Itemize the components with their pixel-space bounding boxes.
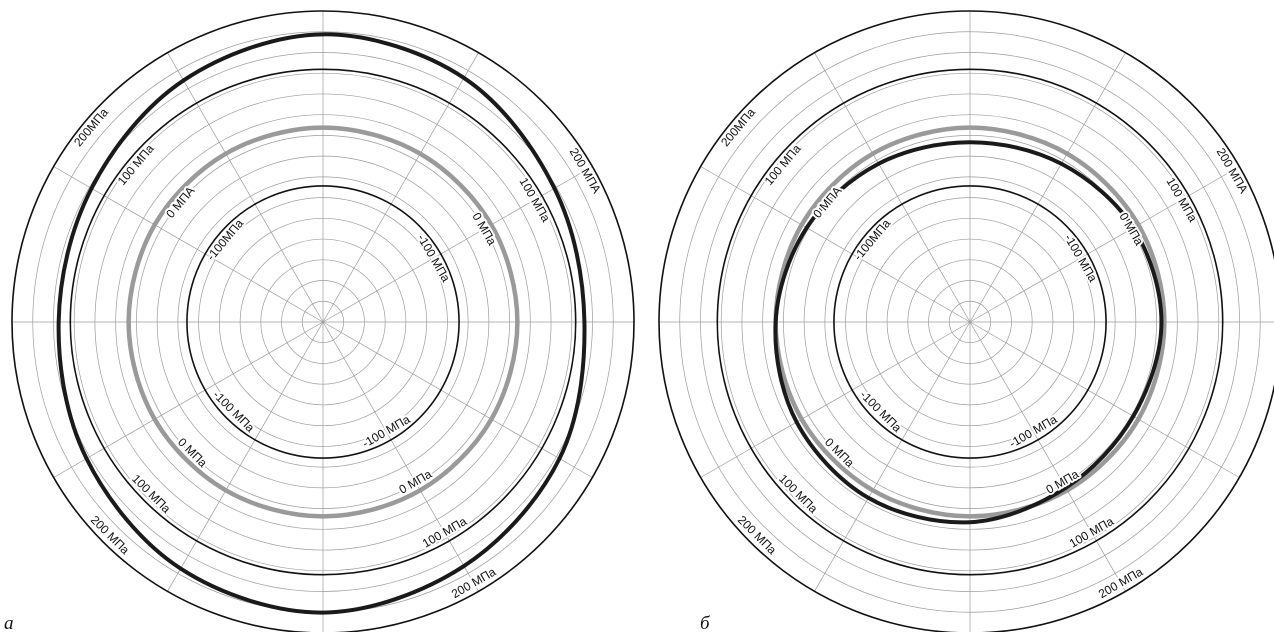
data-point bbox=[89, 186, 94, 190]
grid-spoke bbox=[700, 166, 971, 323]
data-point bbox=[866, 496, 871, 500]
ring-label: 100 МПа bbox=[115, 141, 157, 188]
data-point bbox=[57, 320, 61, 324]
data-point bbox=[489, 417, 493, 421]
grid-spoke bbox=[167, 52, 324, 323]
data-point bbox=[1064, 486, 1068, 490]
data-point bbox=[127, 320, 131, 324]
reference-ring bbox=[186, 185, 460, 459]
data-point bbox=[321, 32, 325, 36]
data-point bbox=[871, 488, 875, 492]
data-point bbox=[968, 520, 972, 524]
data-point bbox=[800, 223, 804, 227]
data-point bbox=[489, 223, 493, 227]
grid-spoke bbox=[969, 321, 1240, 478]
reference-ring bbox=[658, 10, 1274, 632]
data-point bbox=[805, 226, 809, 230]
data-point bbox=[181, 78, 186, 83]
grid-spoke bbox=[969, 321, 1126, 592]
grid-spoke bbox=[969, 166, 1240, 323]
data-point bbox=[462, 76, 466, 80]
data-point bbox=[1159, 320, 1164, 324]
data-point bbox=[1131, 226, 1135, 230]
grid-spoke bbox=[322, 321, 479, 592]
data-point bbox=[774, 320, 778, 324]
ring-label: 200 МПА bbox=[1214, 145, 1251, 195]
data-point bbox=[153, 417, 157, 421]
data-point bbox=[462, 564, 466, 568]
data-point bbox=[582, 320, 587, 324]
data-point bbox=[515, 320, 519, 324]
grid-spoke bbox=[700, 321, 971, 478]
data-point bbox=[418, 488, 422, 492]
data-point bbox=[179, 567, 183, 571]
data-point bbox=[1136, 417, 1140, 421]
data-point bbox=[321, 514, 325, 518]
grid-spoke bbox=[53, 321, 324, 478]
grid-spoke bbox=[322, 166, 593, 323]
grid-spoke bbox=[814, 52, 971, 323]
reference-ring bbox=[69, 68, 577, 576]
data-point bbox=[968, 126, 972, 130]
reference-ring bbox=[716, 68, 1224, 576]
reference-ring bbox=[11, 10, 635, 632]
ring-label: 100 МПа bbox=[129, 472, 174, 517]
data-point bbox=[968, 140, 972, 144]
ring-label: 100 МПа bbox=[776, 472, 821, 517]
series-line-stress bbox=[56, 32, 587, 615]
data-point bbox=[153, 223, 157, 227]
data-point bbox=[1065, 152, 1069, 156]
data-point bbox=[557, 456, 562, 461]
data-point bbox=[1136, 223, 1140, 227]
ring-label: 200МПа bbox=[718, 105, 758, 149]
data-point bbox=[84, 456, 89, 461]
ring-label: 200 МПА bbox=[567, 145, 604, 195]
data-point bbox=[321, 126, 325, 130]
data-point bbox=[1131, 414, 1135, 418]
data-point bbox=[552, 186, 557, 190]
grid-spoke bbox=[167, 321, 324, 592]
grid-spoke bbox=[322, 321, 593, 478]
ring-label: 100 МПа bbox=[1164, 175, 1201, 224]
grid-spoke bbox=[53, 166, 324, 323]
data-point bbox=[800, 417, 804, 421]
ring-label: 100 МПа bbox=[517, 175, 554, 224]
data-point bbox=[968, 514, 972, 518]
ring-label: -100МПа bbox=[204, 216, 247, 263]
ring-label: -100МПа bbox=[851, 216, 894, 263]
ring-label: -100 МПа bbox=[1062, 232, 1101, 285]
data-point bbox=[418, 152, 422, 156]
data-point bbox=[321, 610, 325, 615]
ring-label: -100 МПа bbox=[857, 388, 904, 435]
panel-label: б bbox=[700, 613, 711, 632]
data-point bbox=[795, 420, 799, 424]
ring-label: -100 МПа bbox=[415, 232, 454, 285]
grid-spoke bbox=[969, 52, 1126, 323]
grid-spoke bbox=[322, 52, 479, 323]
reference-ring bbox=[833, 185, 1107, 459]
panel-label: а bbox=[4, 613, 14, 632]
data-point bbox=[871, 152, 875, 156]
grid-spoke bbox=[814, 321, 971, 592]
data-point bbox=[877, 162, 881, 166]
data-point bbox=[224, 488, 228, 492]
ring-label: -100 МПа bbox=[210, 388, 257, 435]
data-point bbox=[224, 152, 228, 156]
data-point bbox=[1059, 162, 1063, 166]
ring-label: 100 МПа bbox=[762, 141, 804, 188]
data-point bbox=[1162, 320, 1166, 324]
ring-label: 200МПа bbox=[71, 105, 111, 149]
